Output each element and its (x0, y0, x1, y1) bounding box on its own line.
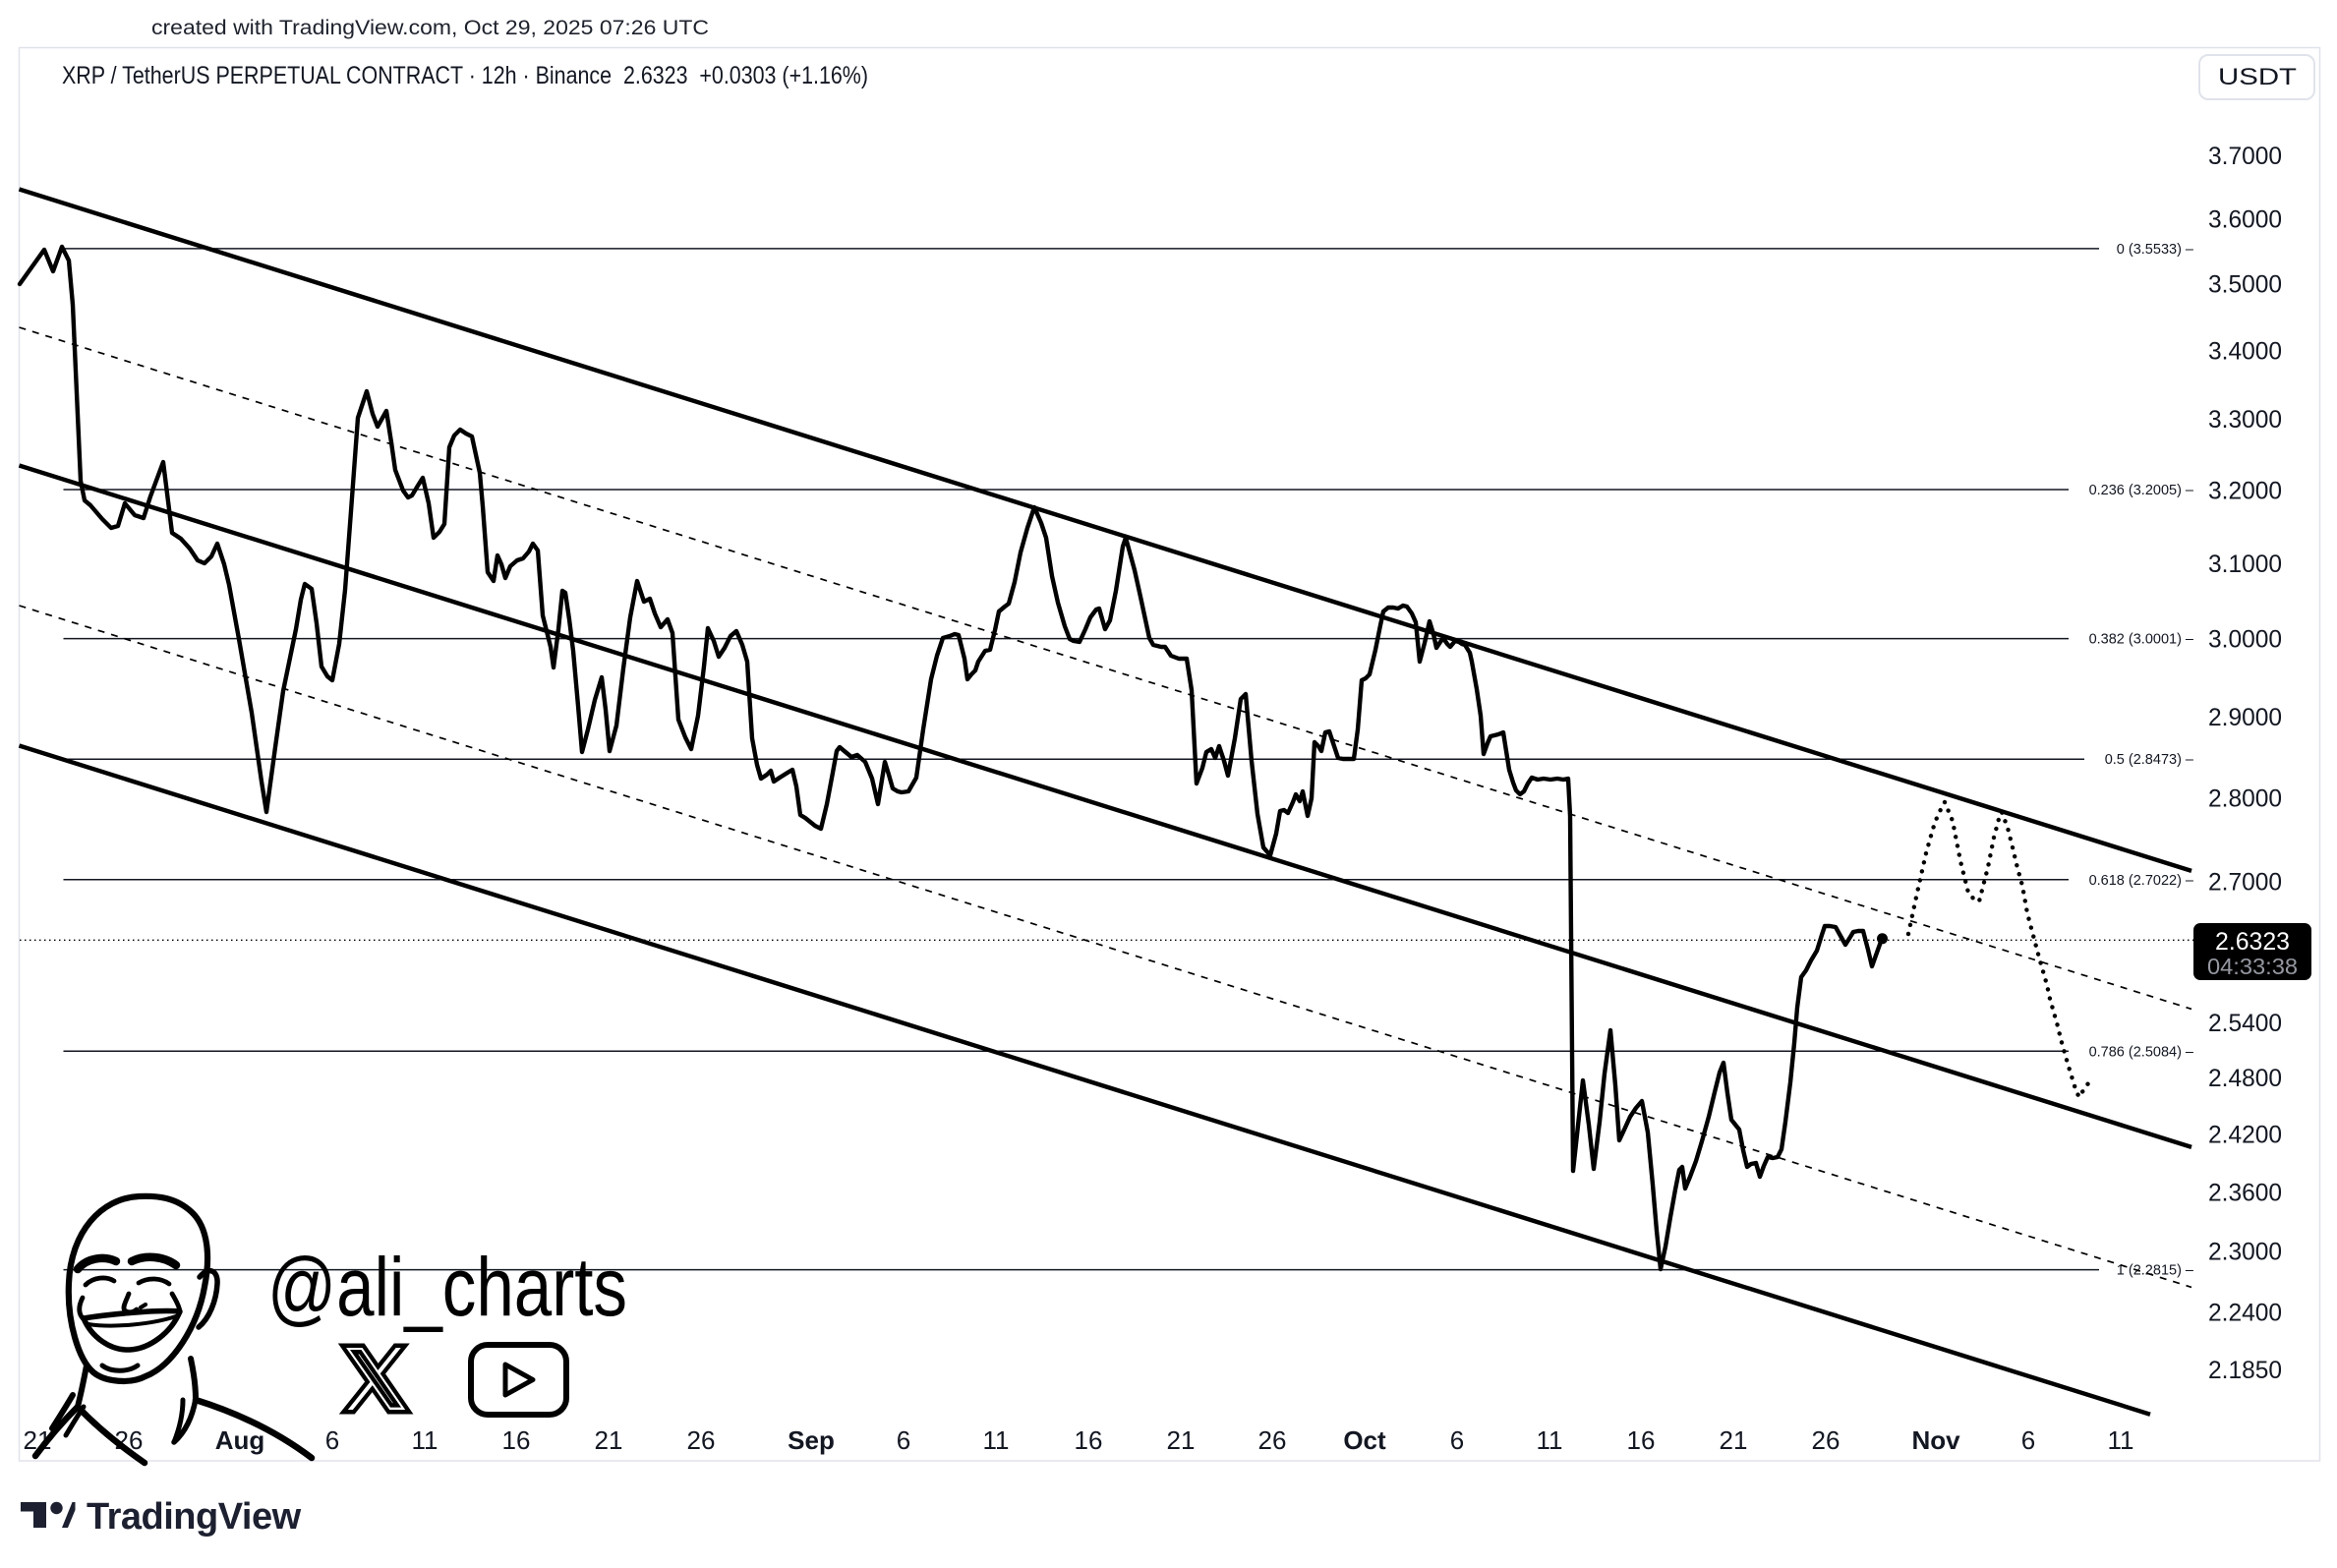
svg-text:16: 16 (1075, 1425, 1103, 1455)
svg-text:@ali_charts: @ali_charts (267, 1241, 627, 1333)
svg-text:3.2000: 3.2000 (2208, 477, 2282, 504)
svg-text:USDT: USDT (2218, 64, 2297, 90)
svg-text:0 (3.5533) –: 0 (3.5533) – (2117, 242, 2194, 258)
svg-text:11: 11 (1537, 1425, 1563, 1455)
svg-text:3.0000: 3.0000 (2208, 626, 2282, 654)
svg-text:2.3600: 2.3600 (2208, 1179, 2282, 1206)
svg-text:2.8000: 2.8000 (2208, 785, 2282, 813)
svg-text:created with TradingView.com,: created with TradingView.com, Oct 29, 20… (151, 17, 709, 39)
svg-text:3.3000: 3.3000 (2208, 406, 2282, 434)
svg-text:0.618 (2.7022) –: 0.618 (2.7022) – (2089, 873, 2194, 889)
svg-text:Nov: Nov (1911, 1425, 1960, 1455)
svg-text:1 (2.2815) –: 1 (2.2815) – (2117, 1263, 2194, 1279)
svg-text:6: 6 (897, 1425, 910, 1455)
svg-text:0.236 (3.2005) –: 0.236 (3.2005) – (2089, 483, 2194, 498)
svg-text:21: 21 (1720, 1425, 1748, 1455)
svg-text:2.4200: 2.4200 (2208, 1121, 2282, 1148)
svg-text:2.5400: 2.5400 (2208, 1010, 2282, 1037)
svg-text:6: 6 (2021, 1425, 2035, 1455)
svg-text:21: 21 (595, 1425, 623, 1455)
svg-text:11: 11 (412, 1425, 438, 1455)
svg-text:16: 16 (1627, 1425, 1656, 1455)
svg-text:26: 26 (1258, 1425, 1287, 1455)
svg-text:3.4000: 3.4000 (2208, 337, 2282, 365)
svg-text:2.7000: 2.7000 (2208, 869, 2282, 897)
svg-text:3.7000: 3.7000 (2208, 143, 2282, 170)
svg-text:Oct: Oct (1343, 1425, 1386, 1455)
svg-text:2.6323: 2.6323 (2215, 928, 2290, 956)
svg-text:2.4800: 2.4800 (2208, 1065, 2282, 1092)
svg-text:2.9000: 2.9000 (2208, 704, 2282, 731)
svg-text:3.6000: 3.6000 (2208, 205, 2282, 233)
svg-text:3.5000: 3.5000 (2208, 270, 2282, 298)
svg-text:16: 16 (502, 1425, 531, 1455)
svg-text:0.382 (3.0001) –: 0.382 (3.0001) – (2089, 632, 2194, 648)
svg-text:2.1850: 2.1850 (2208, 1357, 2282, 1384)
svg-text:0.5 (2.8473) –: 0.5 (2.8473) – (2105, 752, 2194, 768)
svg-text:26: 26 (1812, 1425, 1840, 1455)
svg-text:Aug: Aug (215, 1425, 265, 1455)
svg-text:11: 11 (983, 1425, 1010, 1455)
svg-text:TradingView: TradingView (87, 1496, 302, 1538)
svg-text:Sep: Sep (788, 1425, 835, 1455)
svg-text:21: 21 (1167, 1425, 1196, 1455)
svg-text:2.3000: 2.3000 (2208, 1239, 2282, 1266)
svg-text:2.2400: 2.2400 (2208, 1300, 2282, 1327)
svg-text:6: 6 (1450, 1425, 1464, 1455)
svg-text:0.786 (2.5084) –: 0.786 (2.5084) – (2089, 1044, 2194, 1060)
svg-text:04:33:38: 04:33:38 (2207, 954, 2298, 979)
svg-text:11: 11 (2108, 1425, 2134, 1455)
svg-text:26: 26 (687, 1425, 716, 1455)
svg-text:XRP / TetherUS PERPETUAL CONTR: XRP / TetherUS PERPETUAL CONTRACT · 12h … (62, 62, 868, 89)
svg-text:3.1000: 3.1000 (2208, 551, 2282, 578)
svg-text:6: 6 (325, 1425, 339, 1455)
